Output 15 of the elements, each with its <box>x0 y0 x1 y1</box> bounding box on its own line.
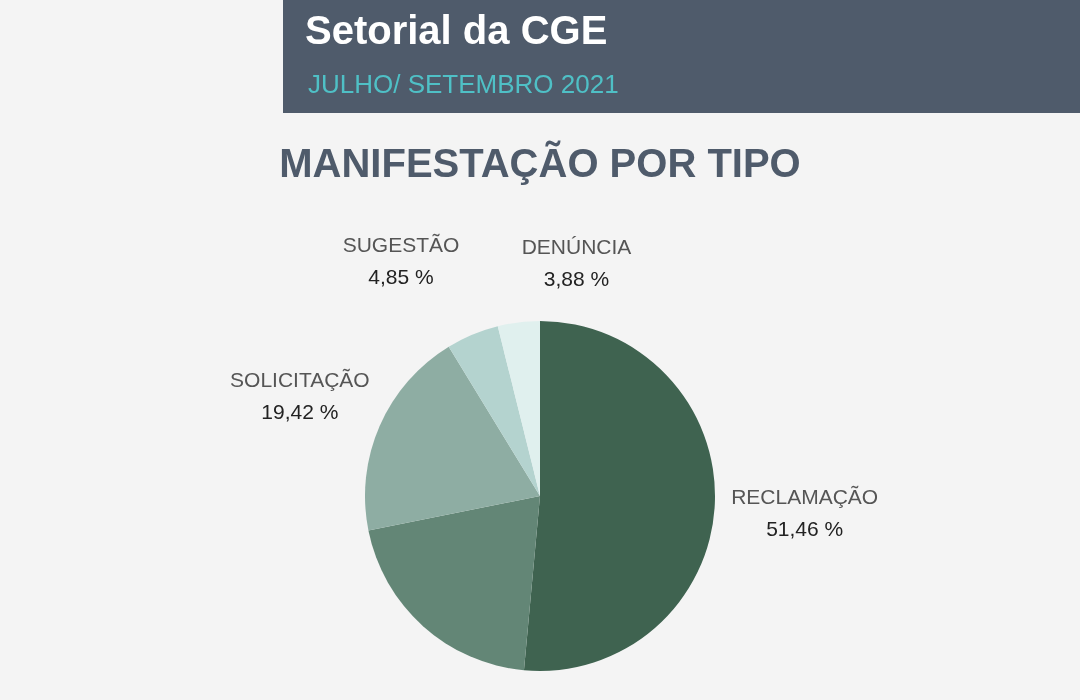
text: Setorial da CGE <box>305 8 609 53</box>
pie-slice <box>368 496 540 671</box>
slice-label: RECLAMAÇÃO <box>731 485 879 509</box>
data-label: 4,85 % <box>368 265 434 289</box>
data-label: 19,42 % <box>261 400 339 424</box>
pie-slice <box>523 321 715 671</box>
data-label: 51,46 % <box>766 517 844 541</box>
pie-slice <box>448 326 540 496</box>
pie-slice <box>497 321 540 496</box>
slice-label: SOLICITAÇÃO <box>230 368 370 392</box>
data-label: 3,88 % <box>543 267 610 291</box>
slice-label: DENÚNCIA <box>521 235 632 259</box>
chart-subtitle: JULHO/ SETEMBRO 2021 <box>308 69 620 100</box>
chart-title: MANIFESTAÇÃO POR TIPO <box>278 141 802 186</box>
slice-label: SUGESTÃO <box>342 233 460 257</box>
